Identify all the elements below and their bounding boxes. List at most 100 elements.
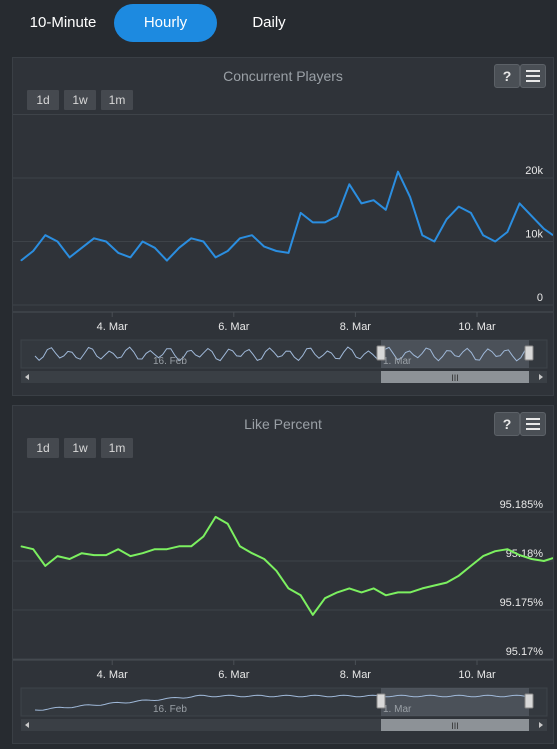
data-point — [409, 196, 411, 198]
like-percent-chart: 95.17% 95.175% 95.18% 95.185% 4. Mar 6. Mar 8.… — [13, 499, 553, 731]
tab-hourly[interactable]: Hourly — [114, 4, 217, 42]
data-point — [458, 206, 460, 208]
data-point — [494, 241, 496, 242]
tab-daily[interactable]: Daily — [252, 14, 286, 31]
navigator-handle[interactable] — [376, 345, 386, 361]
data-point — [251, 552, 253, 554]
scrollbar-grip: III — [451, 373, 459, 383]
data-point — [129, 256, 131, 258]
data-point — [494, 550, 496, 552]
data-point — [251, 234, 253, 236]
data-point — [348, 183, 350, 185]
data-point — [470, 565, 472, 567]
data-point — [506, 231, 508, 233]
like-percent-panel: Like Percent ? 1d 1w 1m 95.17% 95.175% 95.… — [12, 405, 554, 744]
menu-icon — [526, 70, 540, 82]
range-1w-button[interactable]: 1w — [64, 438, 96, 458]
data-point — [482, 234, 484, 236]
data-point — [336, 591, 338, 593]
data-point — [93, 554, 95, 556]
range-1d-button[interactable]: 1d — [27, 90, 59, 110]
data-point — [433, 585, 435, 586]
data-point — [506, 548, 508, 550]
data-point — [409, 591, 411, 593]
navigator-label: 1. Mar — [383, 356, 412, 367]
help-button[interactable]: ? — [494, 412, 520, 436]
interval-tabs: 10-Minute Hourly Daily — [0, 0, 557, 48]
menu-button[interactable] — [520, 64, 546, 88]
data-point — [263, 558, 265, 560]
range-1w-button[interactable]: 1w — [64, 90, 96, 110]
data-point — [531, 215, 533, 217]
menu-button[interactable] — [520, 412, 546, 436]
data-point — [32, 250, 34, 252]
series-line — [20, 170, 553, 262]
tab-10-minute[interactable]: 10-Minute — [29, 14, 97, 31]
data-point — [44, 234, 46, 236]
range-1d-button[interactable]: 1d — [27, 438, 59, 458]
data-point — [117, 252, 119, 254]
menu-icon — [526, 418, 540, 430]
data-point — [543, 560, 545, 562]
range-1m-button[interactable]: 1m — [101, 438, 133, 458]
scrollbar-thumb[interactable] — [381, 719, 529, 731]
data-point — [482, 555, 484, 557]
y-tick-label: 95.18% — [506, 548, 544, 560]
data-point — [446, 218, 448, 220]
navigator-background — [20, 687, 548, 717]
data-point — [202, 536, 204, 537]
scroll-right-icon[interactable] — [539, 374, 543, 380]
data-point — [552, 234, 553, 236]
data-point — [275, 250, 277, 252]
navigator-label: 16. Feb — [153, 704, 187, 715]
data-point — [421, 587, 423, 589]
y-tick-label: 95.175% — [500, 597, 544, 609]
help-button[interactable]: ? — [494, 64, 520, 88]
scroll-left-icon[interactable] — [25, 374, 29, 380]
y-tick-label: 95.185% — [500, 499, 544, 511]
navigator-label: 16. Feb — [153, 356, 187, 367]
navigator-selection — [381, 340, 529, 368]
data-point — [129, 555, 131, 557]
data-point — [275, 570, 277, 572]
scroll-left-icon[interactable] — [25, 722, 29, 728]
data-point — [312, 221, 314, 223]
navigator-handle[interactable] — [376, 693, 386, 709]
data-point — [336, 215, 338, 217]
data-point — [360, 591, 362, 593]
data-point — [552, 557, 553, 559]
data-point — [348, 587, 350, 589]
x-tick-label: 8. Mar — [340, 321, 372, 333]
x-tick-label: 6. Mar — [218, 669, 250, 681]
data-point — [385, 209, 387, 211]
data-point — [190, 545, 192, 547]
data-point — [373, 587, 375, 589]
series-line — [20, 515, 553, 616]
chart-title: Concurrent Players — [223, 68, 343, 84]
data-point — [288, 252, 290, 254]
scrollbar-thumb[interactable] — [381, 371, 529, 383]
data-point — [519, 202, 521, 204]
data-point — [288, 587, 290, 589]
data-point — [239, 237, 241, 239]
data-point — [202, 241, 204, 242]
data-point — [81, 552, 83, 554]
data-point — [93, 237, 95, 239]
data-point — [166, 260, 168, 262]
data-point — [44, 565, 46, 567]
navigator-handle[interactable] — [524, 345, 534, 361]
data-point — [69, 256, 71, 258]
data-point — [324, 597, 326, 599]
data-point — [263, 246, 265, 248]
data-point — [227, 250, 229, 252]
data-point — [178, 545, 180, 547]
navigator-handle[interactable] — [524, 693, 534, 709]
data-point — [117, 548, 119, 550]
x-tick-label: 10. Mar — [458, 321, 496, 333]
scroll-right-icon[interactable] — [539, 722, 543, 728]
range-1m-button[interactable]: 1m — [101, 90, 133, 110]
data-point — [227, 523, 229, 525]
navigator-label: 1. Mar — [383, 704, 412, 715]
data-point — [69, 558, 71, 560]
data-point — [324, 221, 326, 223]
